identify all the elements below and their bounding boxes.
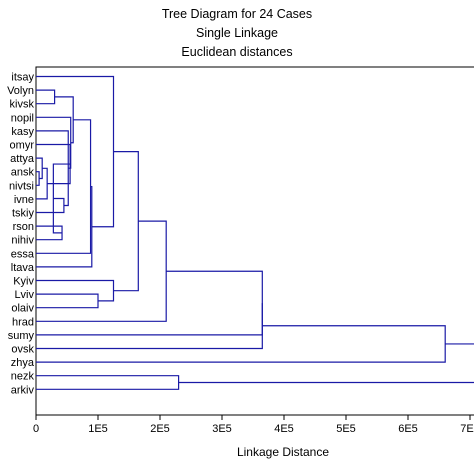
tree-links bbox=[36, 75, 474, 390]
plot-frame bbox=[35, 66, 474, 416]
dendrogram-link-2 bbox=[36, 167, 48, 200]
leaf-label-18: hrad bbox=[12, 316, 34, 328]
dendrogram-link-3 bbox=[36, 89, 56, 105]
leaf-label-3: nopil bbox=[11, 112, 34, 124]
dendrogram-link-8 bbox=[36, 130, 69, 207]
chart-subtitle-linkage: Single Linkage bbox=[196, 26, 278, 40]
leaf-label-4: kasy bbox=[11, 126, 34, 138]
x-tick-label-0: 0 bbox=[33, 423, 39, 435]
dendrogram-link-20 bbox=[36, 325, 446, 363]
dendrogram-link-9 bbox=[36, 116, 72, 169]
leaf-label-16: Lviv bbox=[14, 289, 34, 301]
dendrogram-link-7 bbox=[36, 197, 65, 214]
leaf-label-23: arkiv bbox=[11, 384, 35, 396]
leaf-label-8: nivtsi bbox=[9, 180, 34, 192]
leaf-label-17: olaiv bbox=[11, 303, 34, 315]
dendrogram-link-11 bbox=[36, 119, 92, 254]
dendrogram-link-17 bbox=[36, 220, 167, 322]
dendrogram-link-14 bbox=[36, 279, 115, 302]
leaf-label-7: ansk bbox=[11, 167, 35, 179]
x-tick-label-6: 6E5 bbox=[398, 423, 418, 435]
dendrogram-link-15 bbox=[36, 75, 115, 228]
x-axis-label: Linkage Distance bbox=[237, 445, 329, 459]
x-tick-label-7: 7E5 bbox=[460, 423, 474, 435]
leaf-label-12: nihiv bbox=[11, 235, 34, 247]
x-tick-label-2: 2E5 bbox=[150, 423, 170, 435]
leaf-label-15: Kyiv bbox=[13, 276, 34, 288]
leaf-label-6: attya bbox=[10, 153, 35, 165]
x-axis-ticks: 0 1E5 2E5 3E5 4E5 5E5 6E5 7E5 bbox=[33, 415, 474, 435]
dendrogram-link-16 bbox=[113, 151, 139, 292]
x-tick-label-3: 3E5 bbox=[212, 423, 232, 435]
leaf-label-14: ltava bbox=[11, 262, 35, 274]
leaf-label-21: zhya bbox=[11, 357, 35, 369]
leaf-label-11: rson bbox=[13, 221, 34, 233]
x-tick-label-4: 4E5 bbox=[274, 423, 294, 435]
leaf-label-0: itsay bbox=[11, 72, 34, 84]
leaf-label-10: tskiy bbox=[12, 208, 35, 220]
dendrogram-link-13 bbox=[36, 293, 99, 309]
leaf-label-19: sumy bbox=[8, 330, 35, 342]
chart-title: Tree Diagram for 24 Cases bbox=[162, 7, 312, 21]
leaf-label-13: essa bbox=[11, 248, 35, 260]
leaf-label-5: omyr bbox=[10, 140, 35, 152]
chart-subtitle-distance: Euclidean distances bbox=[181, 45, 292, 59]
x-tick-label-5: 5E5 bbox=[336, 423, 356, 435]
leaf-label-22: nezk bbox=[11, 371, 35, 383]
leaf-label-20: ovsk bbox=[11, 344, 34, 356]
dendrogram-link-19 bbox=[36, 303, 263, 350]
leaf-label-1: Volyn bbox=[7, 85, 34, 97]
leaf-label-2: kivsk bbox=[10, 99, 35, 111]
leaf-label-9: ivne bbox=[14, 194, 34, 206]
dendrogram-link-21 bbox=[36, 375, 180, 390]
dendrogram-link-22 bbox=[178, 343, 474, 384]
x-tick-label-1: 1E5 bbox=[88, 423, 108, 435]
